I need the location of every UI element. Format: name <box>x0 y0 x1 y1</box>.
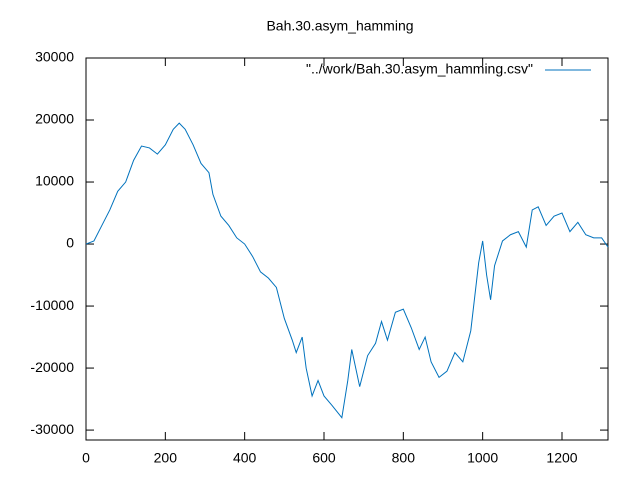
x-tick-label: 800 <box>392 450 416 466</box>
chart-title: Bah.30.asym_hamming <box>266 18 413 34</box>
legend-label: "../work/Bah.30.asym_hamming.csv" <box>306 61 533 77</box>
x-tick-label: 1200 <box>546 450 577 466</box>
y-tick-label: -20000 <box>30 359 74 375</box>
x-tick-label: 0 <box>82 450 90 466</box>
y-tick-label: -30000 <box>30 421 74 437</box>
x-tick-label: 1000 <box>467 450 498 466</box>
y-tick-label: 0 <box>66 235 74 251</box>
data-line <box>85 122 609 419</box>
y-tick-label: 30000 <box>35 49 74 65</box>
x-tick-label: 400 <box>233 450 257 466</box>
y-tick-label: 20000 <box>35 111 74 127</box>
x-tick-label: 200 <box>154 450 178 466</box>
y-tick-label: -10000 <box>30 297 74 313</box>
y-tick-label: 10000 <box>35 173 74 189</box>
x-tick-label: 600 <box>312 450 336 466</box>
plot-frame <box>85 57 609 441</box>
